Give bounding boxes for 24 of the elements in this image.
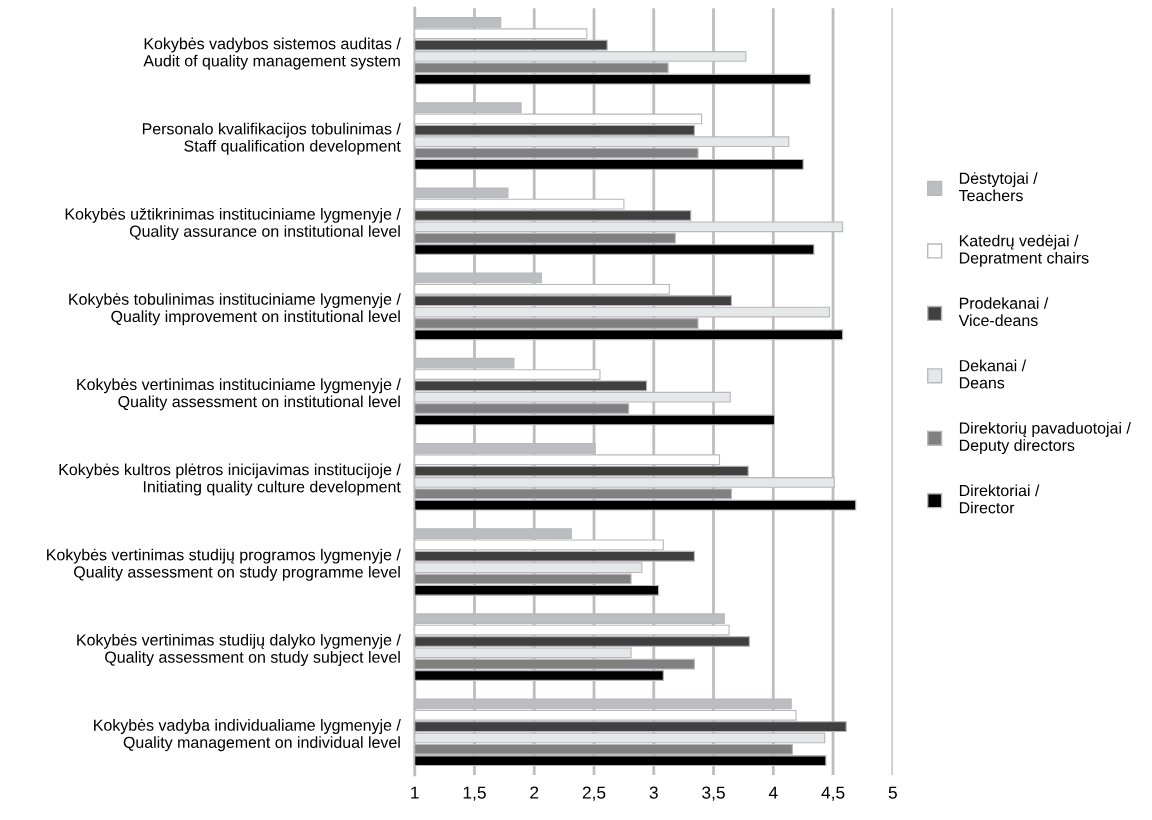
x-tick-label: 5 [888,786,897,799]
y-tick-label: Kokybės tobulinimas instituciniame lygmenyje / Quality improvement on institutional level [69,293,401,326]
x-tick-label: 3 [649,786,658,799]
y-tick-label: Kokybės užtikrinimas instituciniame lygmenyje / Quality assurance on institutional level [65,207,401,241]
x-tick-label: 1 [411,786,419,799]
y-tick-label: Personalo kvalifikacijos tobulinimas / Staff qualification development [142,122,401,155]
legend-label: Prodekanai / Vice-deans [958,297,1049,327]
y-tick-label: Kokybės vertinimas instituciniame lygmenyje / Quality assessment on institutional level [77,378,401,411]
x-tick-label: 2 [530,786,539,799]
x-tick-label: 2,5 [582,786,606,801]
legend-label: Katedrų vedėjai / Depratment chairs [959,234,1089,267]
y-tick-label: Kokybės vadybos sistemos auditas / Audit of quality management system [143,37,401,70]
y-tick-label: Kokybės kultros plėtros inicijavimas institucijoje / Initiating quality culture development [59,463,401,496]
legend-label: Dekanai / Deans [959,359,1027,389]
x-tick-label: 4 [768,786,778,799]
y-tick-label: Kokybės vertinimas studijų dalyko lygmenyje / Quality assessment on study subject level [77,633,401,666]
x-tick-label: 4,5 [821,786,845,801]
y-tick-label: Kokybės vertinimas studijų programos lygmenyje / Quality assessment on study programme level [47,548,401,581]
legend-label: Dėstytojai / Teachers [958,172,1038,202]
legend-label: Direktorių pavaduotojai / Deputy directors [959,422,1131,455]
x-tick-label: 1,5 [463,786,486,801]
x-tick-label: 3,5 [702,786,725,801]
y-tick-label: Kokybės vadyba individualiame lygmenyje / Quality management on individual level [94,719,401,752]
legend-label: Direktoriai / Director [959,484,1040,514]
